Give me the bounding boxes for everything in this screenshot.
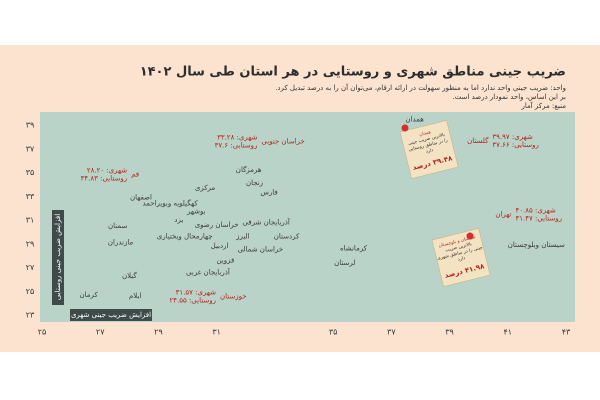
x-tick-label: ۴۱ — [503, 328, 512, 337]
point-label: یزد — [174, 216, 183, 224]
note-paper — [399, 120, 459, 179]
y-tick-label: ۳۷ — [26, 144, 35, 153]
point-label: گلستان — [467, 136, 489, 145]
point-label: گیلان — [122, 271, 137, 280]
point-label: همدان — [405, 115, 424, 123]
note-text: دارد — [457, 256, 465, 263]
y-tick-label: ۳۵ — [26, 168, 35, 177]
point-label: آذربایجان غربی — [186, 267, 231, 276]
point-label: بوشهر — [186, 208, 206, 216]
value-label: روستایی: ۲۴.۵۵ — [169, 297, 216, 305]
point-label: مرکزی — [195, 184, 216, 192]
point-label: قزوین — [216, 256, 234, 264]
point-label: خوزستان — [220, 293, 247, 301]
point-label: ایلام — [129, 292, 141, 300]
value-label: شهری: ۳۹.۹۷ — [492, 133, 532, 141]
y-tick-label: ۲۷ — [26, 263, 35, 272]
point-label: اردبیل — [211, 242, 229, 250]
point-label: سمنان — [108, 222, 127, 230]
note-text: بالاترین ضریب — [445, 242, 472, 253]
x-tick-label: ۲۹ — [154, 328, 163, 337]
value-label: روستایی: ۳۱.۴۷ — [515, 214, 562, 222]
point-label: آذربایجان شرقی — [242, 217, 290, 226]
pin — [466, 232, 474, 240]
value-label: روستایی: ۳۷.۶۶ — [492, 141, 539, 149]
plot-area — [40, 112, 575, 322]
x-axis-label-box — [70, 309, 152, 321]
y-tick-label: ۲۹ — [26, 239, 35, 248]
value-label: شهری: ۲۸.۲۰ — [87, 167, 127, 175]
point-label: فارس — [260, 189, 277, 197]
point-label: کرمان — [79, 291, 98, 299]
chart-title: ضریب جینی مناطق شهری و روستایی در هر است… — [140, 65, 566, 80]
x-tick-label: ۳۵ — [329, 328, 338, 337]
point-label: هرمزگان — [236, 165, 262, 174]
point-label: خراسان جنوبی — [261, 138, 304, 146]
y-tick-label: ۳۹ — [26, 121, 35, 130]
y-tick-label: ۳۳ — [26, 192, 35, 201]
point-label: اصفهان — [130, 193, 152, 201]
point-label: کرمانشاه — [340, 245, 368, 253]
y-tick-label: ۲۵ — [26, 287, 35, 296]
point-label: خراسان رضوی — [195, 221, 239, 229]
point-label: لرستان — [334, 259, 355, 267]
y-axis-label-box — [52, 210, 64, 305]
y-tick-label: ۲۳ — [26, 311, 35, 320]
x-tick-label: ۴۳ — [562, 328, 571, 337]
y-tick-label: ۳۱ — [26, 216, 35, 225]
value-label: شهری: ۳۳.۲۸ — [217, 134, 257, 142]
x-tick-label: ۳۹ — [445, 328, 454, 337]
subtitle: واحد: ضریب جینی واحد ندارد اما به منظور … — [275, 83, 566, 92]
point-label: کهگیلویه وبویراحمد — [143, 198, 199, 207]
x-tick-label: ۲۵ — [38, 328, 47, 337]
point-label: سیستان وبلوچستان — [508, 241, 565, 249]
value-label: شهری: ۳۱.۵۷ — [176, 289, 216, 297]
y-axis-label: افزایش ضریب جینی روستایی — [54, 214, 62, 300]
point-label: مازندران — [108, 239, 134, 247]
point-label: زنجان — [246, 179, 263, 187]
point-label: البرز — [235, 233, 249, 241]
point-label: تهران — [495, 210, 511, 218]
note-text: همدان — [419, 130, 432, 138]
subtitle: بر این اساس، واحد نمودار درصد است. — [452, 93, 566, 101]
x-tick-label: ۲۷ — [96, 328, 105, 337]
x-tick-label: ۳۷ — [387, 328, 396, 337]
value-label: روستایی: ۳۴.۸۳ — [81, 175, 128, 183]
subtitle: منبع: مرکز آمار — [520, 101, 566, 110]
note-text: دارد — [425, 148, 433, 155]
value-label: شهری: ۴۰.۸۵ — [515, 206, 555, 214]
note-paper — [431, 228, 491, 287]
point-label: کردستان — [274, 233, 300, 241]
point-label: چهارمحال وبختیاری — [157, 233, 213, 241]
value-label: روستایی: ۳۷.۶ — [215, 142, 258, 150]
x-axis-label: افزایش ضریب جینی شهری — [71, 311, 151, 319]
point-label: قم — [131, 171, 139, 179]
point-label: خراسان شمالی — [238, 246, 284, 254]
pin — [401, 124, 409, 132]
x-tick-label: ۳۱ — [212, 328, 221, 337]
